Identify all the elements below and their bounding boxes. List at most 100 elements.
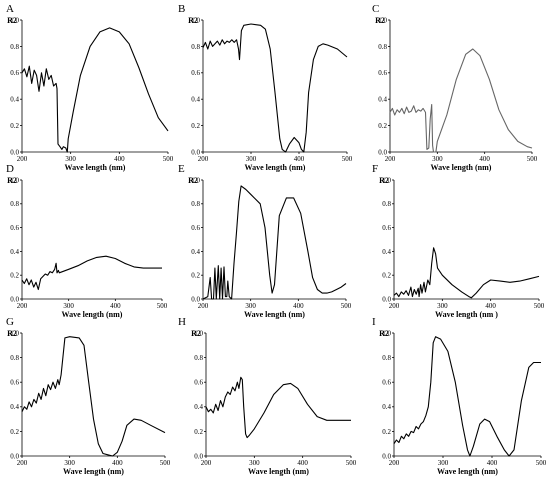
- x-axis-title: Wave length (nm): [63, 467, 124, 476]
- y-tick-label: 0.6: [10, 379, 19, 387]
- y-tick-label: 0.8: [10, 354, 19, 362]
- y-tick-label: 0.2: [382, 428, 391, 436]
- y-axis-title: R2: [375, 16, 385, 25]
- x-tick-label: 400: [294, 155, 305, 163]
- x-tick-label: 400: [487, 459, 498, 467]
- x-axis-title: Wave length (nm): [431, 163, 492, 172]
- panel-label: F: [372, 163, 378, 175]
- y-tick-label: 0.2: [191, 122, 200, 130]
- panel-H: H R2 0.0 0.2 0.4 0.6 0.8 1.0 200 300 400 500 Wave le…: [178, 316, 357, 476]
- y-tick-label: 0.8: [378, 43, 387, 51]
- spectrum-line: [21, 27, 169, 153]
- y-axis-title: R2: [188, 16, 198, 25]
- x-tick-label: 500: [346, 459, 357, 467]
- x-tick-label: 300: [249, 459, 260, 467]
- y-axis-title: R2: [191, 329, 201, 338]
- y-tick-label: 0.2: [10, 122, 19, 130]
- y-tick-label: 0.8: [10, 43, 19, 51]
- x-axis-title: Wave length (nm): [62, 310, 123, 319]
- panel-label: H: [178, 316, 186, 328]
- panel-C: CR2 0.0 0.2 0.4 0.6 0.8 1.0 200 300 400 500 Wave le…: [372, 3, 538, 172]
- x-tick-label: 500: [341, 302, 352, 310]
- y-tick-label: 1.0: [10, 329, 19, 337]
- y-tick-label: 1.0: [378, 16, 387, 24]
- y-tick-label: 1.0: [382, 329, 391, 337]
- y-tick-label: 0.8: [191, 200, 200, 208]
- y-tick-label: 0.4: [10, 248, 19, 256]
- spectrum-line: [389, 48, 533, 153]
- x-tick-label: 500: [342, 155, 353, 163]
- x-tick-label: 500: [536, 459, 547, 467]
- x-tick-label: 500: [157, 302, 168, 310]
- panel-label: G: [6, 316, 14, 328]
- x-tick-label: 200: [389, 459, 400, 467]
- x-tick-label: 300: [65, 155, 76, 163]
- x-tick-label: 300: [246, 155, 257, 163]
- y-tick-label: 0.4: [191, 248, 200, 256]
- y-tick-label: 1.0: [10, 16, 19, 24]
- spectrum-line: [393, 336, 541, 457]
- y-tick-label: 0.8: [10, 200, 19, 208]
- y-tick-label: 1.0: [382, 176, 391, 184]
- panel-F: FR2 0.0 0.2 0.4 0.6 0.8 1.0 200 300 400 500 Wave le…: [372, 163, 545, 319]
- x-tick-label: 500: [527, 155, 538, 163]
- panel-D: DR2 0.0 0.2 0.4 0.6 0.8 1.0 200 300 400 500 Wave le…: [6, 163, 168, 319]
- y-tick-label: 0.6: [10, 224, 19, 232]
- spectrum-line: [21, 255, 162, 291]
- y-axis-title: R2: [7, 176, 17, 185]
- panel-label: A: [6, 3, 14, 15]
- x-tick-label: 300: [432, 155, 443, 163]
- x-tick-label: 200: [385, 155, 396, 163]
- y-tick-label: 0.0: [191, 295, 200, 303]
- y-tick-label: 0.2: [10, 428, 19, 436]
- panel-label: I: [372, 316, 376, 328]
- x-axis-title: Wave length (nm): [245, 163, 306, 172]
- y-tick-label: 0.2: [194, 428, 203, 436]
- spectrum-line: [393, 247, 540, 299]
- y-tick-label: 0.4: [10, 96, 19, 104]
- x-tick-label: 200: [198, 155, 209, 163]
- y-tick-label: 1.0: [194, 329, 203, 337]
- x-axis-title: Wave length (nm): [437, 467, 498, 476]
- spectrum-line: [202, 185, 347, 300]
- panel-I: IR2 0.0 0.2 0.4 0.6 0.8 1.0 200 300 400 500 Wave le…: [372, 316, 547, 476]
- y-tick-label: 0.0: [10, 452, 19, 460]
- x-axis-title: Wave length (nm): [244, 310, 305, 319]
- spectrum-line: [21, 336, 166, 457]
- x-axis-title: Wave length (nm): [248, 467, 309, 476]
- panel-label: E: [178, 163, 185, 175]
- x-tick-label: 500: [163, 155, 174, 163]
- x-tick-label: 500: [160, 459, 171, 467]
- x-tick-label: 400: [297, 459, 308, 467]
- x-tick-label: 200: [389, 302, 400, 310]
- panel-A: AR2 0.0 0.2 0.4 0.6 0.8 1.0 200 300 400 500 Wave le…: [6, 3, 174, 172]
- y-tick-label: 0.4: [10, 403, 19, 411]
- y-tick-label: 0.0: [382, 452, 391, 460]
- y-axis-title: R2: [188, 176, 198, 185]
- panel-E: ER2 0.0 0.2 0.4 0.6 0.8 1.0 200 300 400 500 Wave le…: [178, 163, 352, 319]
- y-axis-title: R2: [7, 329, 17, 338]
- y-tick-label: 0.6: [382, 379, 391, 387]
- y-tick-label: 0.4: [378, 96, 387, 104]
- y-tick-label: 0.0: [191, 148, 200, 156]
- y-tick-label: 1.0: [10, 176, 19, 184]
- y-tick-label: 0.4: [382, 248, 391, 256]
- x-tick-label: 200: [201, 459, 212, 467]
- y-tick-label: 0.2: [382, 272, 391, 280]
- y-tick-label: 0.2: [191, 272, 200, 280]
- x-tick-label: 300: [63, 302, 74, 310]
- y-tick-label: 0.0: [10, 295, 19, 303]
- x-tick-label: 400: [293, 302, 304, 310]
- y-tick-label: 0.6: [10, 69, 19, 77]
- y-tick-label: 0.8: [191, 43, 200, 51]
- x-tick-label: 200: [17, 302, 28, 310]
- x-tick-label: 400: [114, 155, 125, 163]
- y-tick-label: 0.0: [378, 148, 387, 156]
- x-tick-label: 200: [198, 302, 209, 310]
- y-axis-title: R2: [7, 16, 17, 25]
- y-tick-label: 0.4: [194, 403, 203, 411]
- y-tick-label: 1.0: [191, 176, 200, 184]
- y-tick-label: 0.8: [382, 354, 391, 362]
- y-tick-label: 0.2: [378, 122, 387, 130]
